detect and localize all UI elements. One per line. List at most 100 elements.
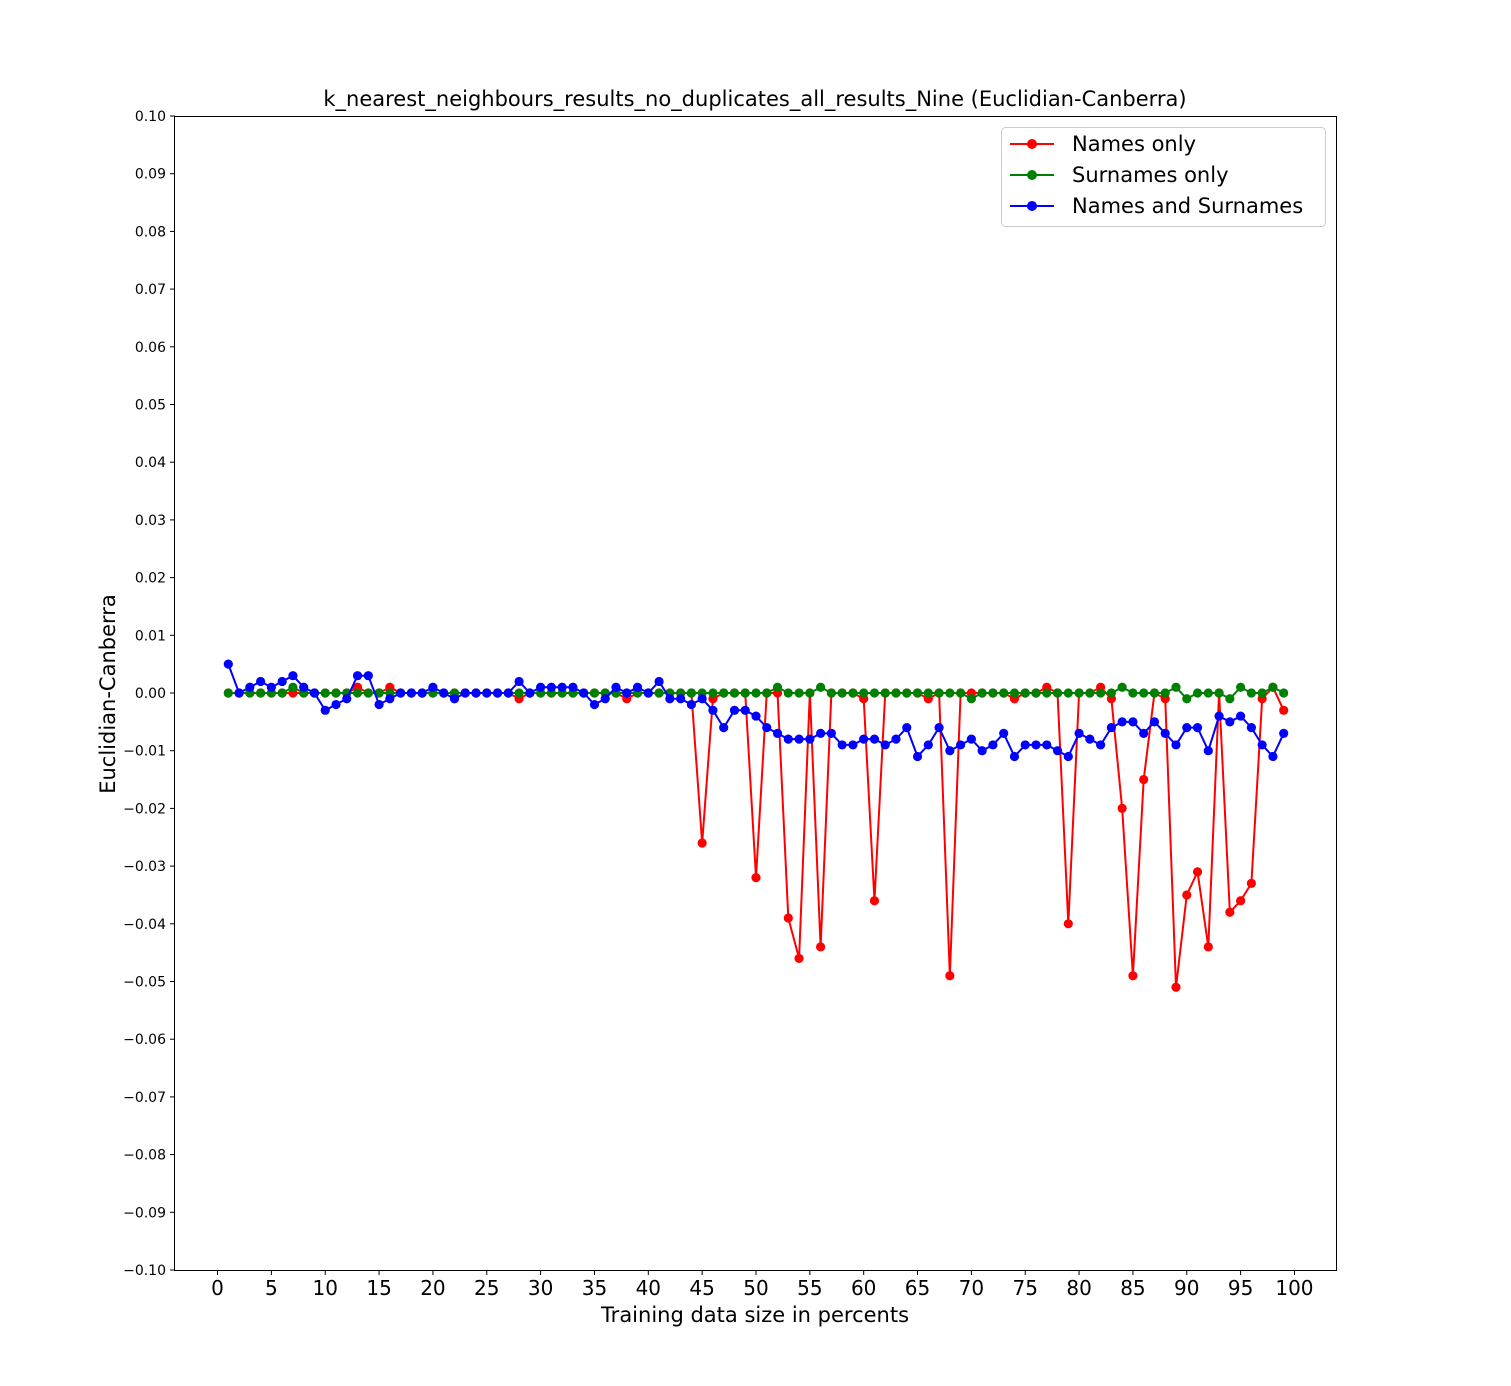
data-point-names-and-surnames [1009,751,1020,762]
y-tick-label: −0.09 [123,1205,166,1221]
data-point-surnames-only [223,688,233,698]
y-tick-label: 0.08 [135,224,166,240]
y-tick-label: 0.10 [135,109,166,125]
y-tick-label: 0.04 [135,455,166,471]
data-point-names-and-surnames [977,746,987,756]
data-point-surnames-only [783,688,793,698]
data-point-names-and-surnames [1149,717,1160,727]
data-point-names-and-surnames [1106,723,1116,733]
x-tick-label: 40 [636,1276,661,1300]
y-axis: 0.10 0.09 0.08 0.07 0.06 0.05 0.04 0.03 0.02 0.01… [123,109,175,1279]
data-point-surnames-only [654,688,664,698]
data-point-names-and-surnames [417,688,427,698]
data-point-surnames-only [1268,682,1278,692]
data-point-names-only [1236,896,1246,906]
y-tick-label: −0.07 [123,1090,166,1106]
data-point-surnames-only [1063,688,1073,698]
data-point-names-only [1279,705,1289,715]
data-point-names-and-surnames [837,740,847,750]
data-point-names-and-surnames [1160,728,1170,738]
data-point-names-and-surnames [503,688,513,698]
data-point-surnames-only [1085,688,1095,698]
data-point-names-only [869,896,880,906]
y-tick-label: 0.09 [135,167,166,183]
data-point-surnames-only [934,688,944,698]
data-point-names-and-surnames [676,694,686,704]
data-point-names-and-surnames [1063,751,1073,762]
data-point-names-and-surnames [482,688,492,698]
data-point-surnames-only [1031,688,1041,698]
data-point-names-and-surnames [471,688,481,698]
data-point-surnames-only [902,688,912,698]
data-point-names-and-surnames [1192,723,1203,733]
data-point-names-and-surnames [740,705,750,715]
y-tick-label: 0.02 [135,571,166,587]
data-point-names-only [1203,942,1213,952]
data-point-names-and-surnames [988,740,998,750]
data-point-surnames-only [772,682,783,692]
data-point-names-only [1182,890,1192,900]
data-point-names-and-surnames [1031,740,1041,750]
x-tick-label: 10 [313,1276,338,1300]
series-names-only [223,682,1289,992]
data-point-surnames-only [740,688,750,698]
data-point-surnames-only [374,688,384,698]
data-point-surnames-only [277,688,287,698]
y-tick-label: −0.03 [123,859,166,875]
data-point-names-only [945,971,955,981]
y-tick-label: −0.06 [123,1032,166,1048]
data-point-names-and-surnames [1268,751,1278,762]
data-point-names-and-surnames [697,694,707,704]
x-tick-label: 90 [1174,1276,1199,1300]
data-point-names-and-surnames [762,723,772,733]
data-point-names-and-surnames [923,740,933,750]
x-tick-label: 75 [1013,1276,1038,1300]
data-point-surnames-only [912,688,923,698]
series-names-and-surnames [223,659,1289,762]
data-point-surnames-only [1203,688,1213,698]
y-axis-label: Euclidian-Canberra [96,594,120,794]
data-point-names-and-surnames [536,682,546,692]
data-point-names-and-surnames [826,728,836,738]
data-point-names-only [751,873,761,883]
x-tick-label: 30 [528,1276,553,1300]
data-point-names-only [1246,878,1256,889]
data-point-names-and-surnames [891,734,901,744]
data-point-names-and-surnames [460,688,470,698]
series-surnames-only [223,682,1289,704]
y-tick-label: 0.03 [135,513,166,529]
data-point-names-and-surnames [686,699,696,710]
data-point-surnames-only [794,688,804,698]
data-point-surnames-only [826,688,836,698]
data-point-names-and-surnames [622,688,632,698]
data-point-names-and-surnames [1074,728,1084,738]
x-tick-label: 65 [905,1276,930,1300]
data-point-surnames-only [1128,688,1138,698]
data-point-names-only [1225,907,1235,917]
data-point-names-and-surnames [546,682,556,692]
data-point-names-and-surnames [816,728,826,738]
data-point-names-and-surnames [557,682,567,692]
data-point-names-only [1171,982,1181,992]
data-point-surnames-only [848,688,858,698]
x-tick-label: 45 [689,1276,714,1300]
data-point-names-and-surnames [956,740,966,750]
data-point-surnames-only [1225,694,1235,704]
data-point-surnames-only [837,688,847,698]
data-point-surnames-only [751,688,761,698]
data-point-names-and-surnames [1128,717,1138,727]
y-tick-label: 0.01 [135,628,166,644]
data-point-surnames-only [945,688,955,698]
data-point-names-and-surnames [1203,746,1213,756]
data-point-surnames-only [1279,688,1289,698]
data-point-names-and-surnames [999,728,1009,738]
data-point-surnames-only [363,688,373,698]
y-tick-label: −0.04 [123,917,166,933]
data-point-surnames-only [1236,682,1246,692]
series-layer [223,659,1289,992]
data-point-names-and-surnames [277,676,287,687]
data-point-names-and-surnames [1246,723,1256,733]
data-point-names-and-surnames [439,688,449,698]
y-tick-label: −0.08 [123,1148,166,1164]
data-point-names-and-surnames [632,682,643,692]
